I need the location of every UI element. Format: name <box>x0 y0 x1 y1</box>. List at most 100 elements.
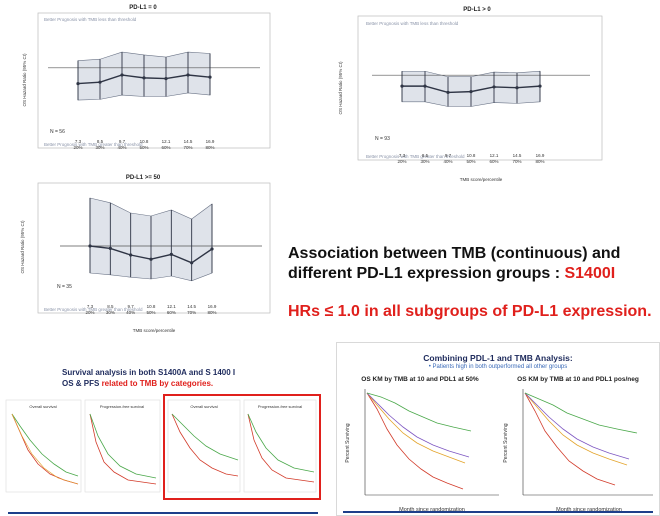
km-panel-title: Overall survival <box>29 404 56 409</box>
km-panel-title: Progression-free survival <box>100 404 144 409</box>
n-label: N = 56 <box>50 129 65 135</box>
plot-frame <box>357 15 603 161</box>
x-tick-percentile: 30% <box>420 159 429 164</box>
x-tick-percentile: 70% <box>183 145 192 150</box>
plot-area: 7.320% 8.530% 9.740% 10.850% 12.160% 14.570% 1… <box>48 51 260 150</box>
plot-frame <box>37 12 271 149</box>
hr-point <box>423 84 427 88</box>
x-tick-percentile: 70% <box>512 159 521 164</box>
x-tick-percentile: 40% <box>126 310 135 315</box>
x-axis-label: TMB score/percentile <box>460 177 503 182</box>
km-panel-title: Overall survival <box>190 404 217 409</box>
hr-point <box>98 80 102 84</box>
hr-point <box>149 257 153 261</box>
plot-title: PD-L1 = 0 <box>129 5 157 11</box>
survival-slide-title-2-red: related to TMB by categories. <box>101 379 214 388</box>
x-tick-percentile: 80% <box>535 159 544 164</box>
slide-divider <box>8 512 318 514</box>
y-axis-label: Percent Surviving <box>345 423 351 462</box>
hr-point <box>88 244 92 248</box>
x-tick-label: 14.5 <box>184 139 193 144</box>
x-tick-label: 9.7 <box>128 304 135 309</box>
combined-slide-bullet-text: Patients high in both outperformed all o… <box>432 364 568 370</box>
forest-plot-pdl1-pos: PD-L1 > 0 Better Prognosis with TMB less… <box>338 7 603 182</box>
x-axis-label: Month since randomization <box>556 507 622 513</box>
survival-slide-title-2: OS & PFS related to TMB by categories. <box>62 379 213 388</box>
x-tick-label: 10.8 <box>140 139 149 144</box>
x-tick-percentile: 80% <box>207 310 216 315</box>
y-axis-label: Percent Surviving <box>503 423 509 462</box>
x-tick-label: 10.8 <box>147 304 156 309</box>
x-tick-label: 16.9 <box>536 153 545 158</box>
headline-conclusion: HRs ≤ 1.0 in all subgroups of PD-L1 expr… <box>288 303 652 320</box>
headline-line-1: Association between TMB (continuous) and <box>288 245 621 262</box>
km-panel-os-s1400i: Overall survival <box>167 399 241 493</box>
km-panel-pfs-s1400i: Progression-free survival <box>243 399 317 493</box>
survival-slide: Survival analysis in both S1400A and S 1… <box>0 342 325 516</box>
x-tick-percentile: 40% <box>117 145 126 150</box>
hr-point <box>190 261 194 265</box>
top-note: Better Prognosis with TMB less than thre… <box>366 21 459 26</box>
survival-slide-title-1: Survival analysis in both S1400A and S 1… <box>62 368 236 377</box>
hr-point <box>469 90 473 94</box>
x-tick-label: 7.3 <box>399 153 406 158</box>
hr-point <box>108 246 112 250</box>
x-tick-percentile: 80% <box>205 145 214 150</box>
hr-point <box>400 84 404 88</box>
hr-point <box>515 86 519 90</box>
x-tick-label: 12.1 <box>490 153 499 158</box>
x-tick-percentile: 30% <box>106 310 115 315</box>
headline-line-2-prefix: different PD-L1 expression groups : <box>288 265 565 282</box>
forest-plot-pdl1-0: PD-L1 = 0 Better Prognosis with TMB less… <box>22 5 271 150</box>
n-label: N = 35 <box>57 284 72 290</box>
plot-frame <box>37 182 271 314</box>
km-left-title: OS KM by TMB at 10 and PDL1 at 50% <box>361 376 479 383</box>
hr-point <box>492 85 496 89</box>
x-tick-label: 9.7 <box>445 153 452 158</box>
x-tick-label: 14.5 <box>513 153 522 158</box>
y-axis-label: OS Hazard Ratio (95% CI) <box>22 53 27 107</box>
hr-point <box>120 73 124 77</box>
combined-slide-bullet: • Patients high in both outperformed all… <box>428 364 568 370</box>
x-tick-label: 7.3 <box>87 304 94 309</box>
x-tick-label: 7.3 <box>75 139 82 144</box>
x-tick-label: 10.8 <box>467 153 476 158</box>
y-axis-label: OS Hazard Ratio (95% CI) <box>20 220 25 274</box>
x-tick-percentile: 70% <box>187 310 196 315</box>
x-tick-percentile: 60% <box>167 310 176 315</box>
forest-plot-pdl1-50: PD-L1 >= 50 Better Prognosis with TMB gr… <box>20 175 271 333</box>
bottom-note: Better Prognosis with TMB greater than t… <box>366 154 465 159</box>
km-panel-pfs-s1400a: Progression-free survival <box>84 399 161 493</box>
x-tick-label: 16.9 <box>208 304 217 309</box>
highlight-box <box>163 394 321 500</box>
headline-line-2: different PD-L1 expression groups : S140… <box>288 265 615 283</box>
x-tick-percentile: 60% <box>489 159 498 164</box>
x-tick-percentile: 30% <box>95 145 104 150</box>
plot-area: 7.320% 8.530% 9.740% 10.850% 12.160% 14.570% 1… <box>60 197 262 315</box>
combined-slide: Combining PDL-1 and TMB Analysis: • Pati… <box>336 342 660 516</box>
x-axis-label: Month since randomization <box>399 507 465 513</box>
hr-point <box>142 76 146 80</box>
hr-point <box>129 253 133 257</box>
hr-point <box>446 90 450 94</box>
hr-point <box>76 82 80 86</box>
km-right: Percent Surviving Month since randomizat… <box>503 389 653 513</box>
survival-slide-title-2-prefix: OS & PFS <box>62 379 102 388</box>
survival-km-panels: Overall survival Progression-free surviv… <box>5 394 321 500</box>
plot-title: PD-L1 >= 50 <box>126 175 161 181</box>
top-note: Better Prognosis with TMB less than thre… <box>44 17 137 22</box>
hr-point <box>186 73 190 77</box>
x-tick-percentile: 50% <box>466 159 475 164</box>
plot-area: 7.320% 8.530% 9.740% 10.850% 12.160% 14.570% 1… <box>372 70 590 164</box>
x-tick-label: 8.5 <box>107 304 114 309</box>
x-tick-percentile: 60% <box>161 145 170 150</box>
x-axis-label: TMB score/percentile <box>133 328 176 333</box>
y-axis-label: OS Hazard Ratio (95% CI) <box>338 61 343 115</box>
x-tick-label: 8.5 <box>422 153 429 158</box>
x-tick-percentile: 50% <box>139 145 148 150</box>
x-tick-label: 8.5 <box>97 139 104 144</box>
km-panel-os-s1400a: Overall survival <box>5 399 82 493</box>
x-tick-percentile: 50% <box>146 310 155 315</box>
x-tick-label: 9.7 <box>119 139 126 144</box>
combined-slide-title: Combining PDL-1 and TMB Analysis: <box>423 353 573 363</box>
